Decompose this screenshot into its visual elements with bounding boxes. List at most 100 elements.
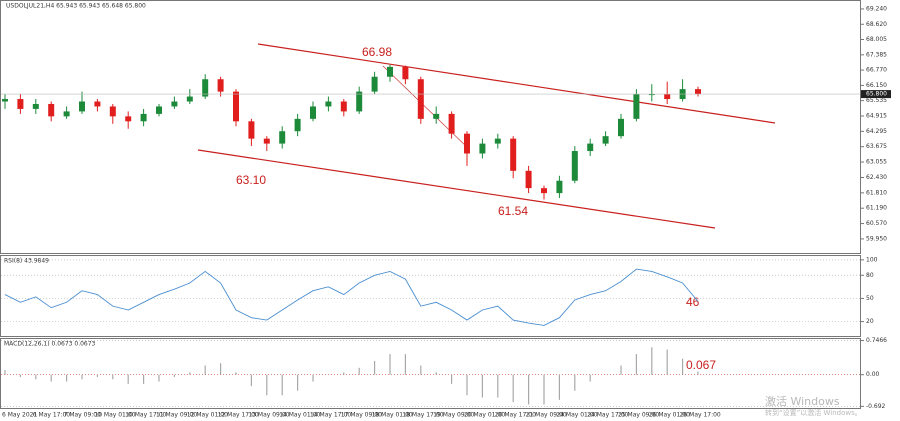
candle-body — [171, 101, 178, 107]
candle-body — [664, 94, 671, 100]
x-tick-label: 20 May 17:00 — [495, 412, 536, 419]
candle-body — [571, 151, 578, 181]
x-tick-label: 20 May 01:00 — [464, 412, 505, 419]
x-tick-label: 18 May 17:00 — [402, 412, 443, 419]
x-tick-label: 14 May 17:00 — [310, 412, 351, 419]
x-tick-label: 6 May 2021 — [2, 412, 37, 419]
x-tick-label: 24 May 01:00 — [556, 412, 597, 419]
x-tick-label: 10 May 01:00 — [94, 412, 135, 419]
x-tick-label: 25 May 09:00 — [618, 412, 659, 419]
candle-body — [648, 94, 655, 96]
macd-pane — [0, 338, 861, 409]
y-tick-label: 64.295 — [866, 128, 887, 135]
candle-body — [156, 106, 162, 114]
candle-body — [140, 113, 147, 122]
y-tick-label: -0.692 — [866, 403, 886, 410]
x-tick-label: 24 May 17:00 — [587, 412, 628, 419]
candle-body — [541, 188, 547, 194]
y-tick-label: 61.190 — [866, 205, 887, 212]
candle-body — [587, 143, 594, 152]
y-tick-label: 0.00 — [866, 371, 880, 378]
candle-body — [202, 79, 209, 97]
candle-body — [2, 99, 8, 102]
x-tick-label: 7 May 09:00 — [64, 412, 102, 419]
x-tick-label: 11 May 09:00 — [156, 412, 197, 419]
annotation: 61.54 — [498, 204, 528, 218]
annotation: 0.067 — [686, 358, 716, 372]
y-tick-label: 20 — [866, 318, 874, 325]
candle-body — [340, 101, 347, 112]
candle-body — [695, 89, 701, 95]
rsi-title: RSI(8) 43.9849 — [4, 258, 49, 265]
y-tick-label: 61.810 — [866, 189, 887, 196]
candle-body — [217, 79, 224, 92]
y-tick-label: 69.240 — [866, 5, 887, 12]
y-tick-label: 59.950 — [866, 235, 887, 242]
candle-body — [310, 106, 316, 119]
y-tick-label: 66.770 — [866, 67, 887, 74]
x-tick-label: 19 May 09:00 — [433, 412, 474, 419]
candle-body — [125, 116, 132, 122]
channel-upper — [257, 43, 776, 124]
y-tick-label: 68.005 — [866, 36, 887, 43]
candle-body — [510, 138, 517, 171]
candle-body — [618, 118, 624, 137]
rsi-line — [4, 268, 699, 326]
main-pane — [0, 0, 861, 254]
candle-body — [356, 91, 363, 112]
x-tick-label: 12 May 17:00 — [218, 412, 259, 419]
candle-body — [109, 106, 116, 117]
annotation: 66.98 — [362, 45, 392, 59]
x-tick-label: 26 May 01:00 — [649, 412, 690, 419]
x-tick-label: 18 May 01:00 — [372, 412, 413, 419]
y-tick-label: 60.570 — [866, 220, 887, 227]
y-tick-label: 62.430 — [866, 174, 887, 181]
rsi-pane — [0, 255, 861, 337]
x-tick-label: 17 May 09:00 — [341, 412, 382, 419]
candle-body — [387, 66, 393, 77]
watermark-subtitle: 转到“设置”以激活 Windows。 — [765, 408, 862, 417]
y-tick-label: 65.535 — [866, 97, 887, 104]
y-tick-label: 67.385 — [866, 51, 887, 58]
candle-body — [17, 99, 24, 109]
candle-body — [556, 180, 563, 194]
y-tick-label: 0.7466 — [866, 337, 887, 344]
candle-body — [402, 66, 409, 80]
candle-body — [633, 94, 640, 119]
y-tick-label: 100 — [866, 256, 878, 263]
candle-body — [32, 103, 39, 109]
candle-body — [433, 113, 440, 119]
last-price-box — [861, 90, 891, 99]
y-tick-label: 63.675 — [866, 143, 887, 150]
x-tick-label: 6 May 17:00 — [33, 412, 71, 419]
candle-body — [48, 103, 55, 117]
x-tick-label: 26 May 17:00 — [680, 412, 721, 419]
x-tick-label: 21 May 09:00 — [526, 412, 567, 419]
candle-body — [79, 101, 85, 112]
channel-lower — [197, 149, 716, 229]
annotation: 63.10 — [236, 173, 266, 187]
candle-body — [279, 131, 286, 144]
candle-body — [448, 113, 455, 134]
candle-body — [602, 136, 609, 144]
candle-body — [294, 118, 301, 132]
candle-body — [525, 170, 532, 189]
candle-body — [263, 138, 270, 144]
trend-line — [382, 65, 471, 151]
x-tick-label: 14 May 01:00 — [279, 412, 320, 419]
y-tick-label: 63.055 — [866, 159, 887, 166]
last-price-label: 65.800 — [866, 91, 887, 98]
macd-title: MACD(12,26,1) 0.0673 0.0673 — [4, 341, 96, 348]
y-tick-label: 50 — [866, 295, 874, 302]
y-tick-label: 64.915 — [866, 112, 887, 119]
y-tick-label: 80 — [866, 272, 874, 279]
candle-body — [248, 121, 255, 139]
main-title: USDOLJUL21,H4 65.943 65.943 65.648 65.80… — [6, 3, 146, 10]
x-tick-label: 13 May 09:00 — [248, 412, 289, 419]
candle-body — [94, 101, 101, 107]
candle-body — [233, 91, 239, 122]
watermark-title: 激活 Windows — [765, 394, 840, 408]
x-tick-label: 12 May 01:00 — [187, 412, 228, 419]
candle-body — [417, 79, 424, 119]
